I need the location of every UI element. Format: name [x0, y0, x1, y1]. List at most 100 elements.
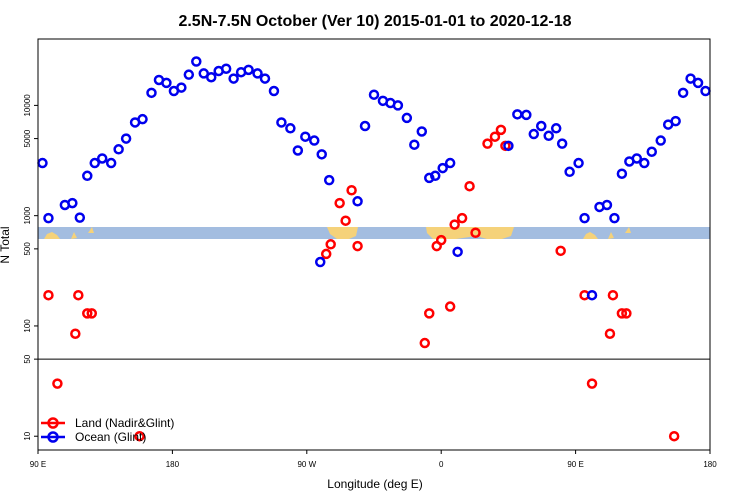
ocean-point: [300, 131, 311, 142]
ocean-point: [74, 212, 86, 223]
ocean-point: [564, 166, 575, 178]
map-land-shape: [625, 227, 631, 233]
ocean-point: [677, 87, 689, 99]
ocean-point: [556, 138, 568, 149]
ocean-point: [368, 89, 380, 100]
ocean-point: [573, 157, 584, 169]
land-point: [419, 337, 431, 349]
ocean-point: [352, 196, 363, 207]
ocean-point: [536, 120, 547, 132]
ocean-point: [550, 123, 562, 134]
ocean-point: [259, 73, 271, 84]
ocean-point: [416, 126, 428, 137]
ocean-point: [191, 56, 202, 67]
ocean-point: [392, 100, 404, 111]
x-tick-label: 180: [166, 460, 180, 469]
map-strip: [38, 227, 710, 239]
land-point: [82, 308, 93, 319]
ocean-point: [646, 146, 658, 157]
ocean-point: [146, 87, 157, 99]
ocean-point: [424, 172, 435, 184]
ocean-point: [314, 256, 326, 268]
land-point: [435, 234, 447, 246]
map-ocean-band: [38, 227, 710, 239]
ocean-point: [323, 174, 335, 186]
ocean-point: [137, 113, 148, 125]
ocean-point: [692, 77, 704, 89]
y-axis: 10 50 100 500 1000 5000 10000: [23, 94, 38, 441]
map-land-shape: [583, 232, 598, 239]
land-point: [482, 138, 493, 149]
land-point: [43, 289, 54, 301]
land-point: [616, 308, 628, 319]
ocean-point: [285, 123, 296, 134]
ocean-point: [670, 115, 681, 127]
ocean-point: [67, 197, 78, 209]
ocean-point: [43, 212, 54, 224]
ocean-point: [444, 157, 456, 169]
land-point: [325, 239, 336, 250]
ocean-point: [268, 85, 280, 97]
series-ocean: [37, 56, 711, 301]
ocean-point: [176, 82, 187, 93]
land-point: [73, 289, 84, 301]
ocean-point: [609, 212, 620, 224]
x-axis-label: Longitude (deg E): [327, 477, 422, 491]
ocean-point: [586, 289, 598, 301]
y-tick-label: 5000: [23, 129, 32, 147]
x-tick-label: 180: [703, 460, 717, 469]
ocean-point: [120, 133, 132, 144]
ocean-point: [401, 112, 413, 124]
land-point: [456, 212, 468, 224]
ocean-point: [503, 140, 514, 152]
land-point: [668, 430, 680, 442]
ocean-point: [252, 68, 263, 79]
y-tick-label: 10000: [23, 94, 32, 117]
x-axis: 90 E 180 90 W 0 90 E 180: [30, 450, 717, 469]
chart-title: 2.5N-7.5N October (Ver 10) 2015-01-01 to…: [178, 13, 571, 30]
y-tick-label: 10: [23, 431, 32, 440]
ocean-point: [220, 63, 232, 74]
ocean-point: [616, 168, 628, 179]
ocean-point: [631, 153, 643, 164]
ocean-point: [292, 145, 304, 156]
plot-frame: [37, 38, 711, 451]
land-point: [444, 301, 456, 312]
ocean-point: [685, 73, 696, 84]
legend-marker-ocean: [47, 431, 59, 443]
land-point: [607, 289, 619, 301]
ocean-point: [89, 157, 100, 169]
land-point: [489, 131, 501, 142]
land-point: [555, 245, 566, 257]
ocean-point: [639, 157, 650, 169]
ocean-point: [521, 109, 532, 121]
legend: Land (Nadir&Glint) Ocean (Glint): [41, 416, 174, 444]
land-point: [346, 185, 357, 196]
ocean-point: [437, 162, 448, 174]
y-axis-label: N Total: [0, 226, 12, 263]
map-land-shape: [426, 227, 514, 239]
ocean-point: [105, 157, 117, 169]
y-tick-label: 100: [23, 319, 32, 333]
land-point: [334, 197, 345, 209]
land-point: [134, 430, 145, 442]
legend-marker-land: [47, 417, 59, 429]
y-tick-label: 50: [23, 354, 32, 363]
y-tick-label: 500: [23, 242, 32, 256]
land-point: [320, 248, 332, 260]
legend-label-ocean: Ocean (Glint): [75, 430, 146, 444]
land-point: [495, 124, 507, 136]
land-point: [621, 308, 632, 319]
map-land-shape: [44, 232, 60, 239]
ocean-point: [96, 153, 108, 164]
land-point: [70, 328, 81, 339]
x-tick-label: 90 W: [297, 460, 316, 469]
ocean-point: [452, 246, 463, 258]
land-point: [586, 378, 598, 389]
ocean-point: [316, 149, 327, 160]
land-point: [86, 308, 98, 319]
ocean-point: [543, 130, 554, 142]
ocean-point: [113, 144, 124, 155]
